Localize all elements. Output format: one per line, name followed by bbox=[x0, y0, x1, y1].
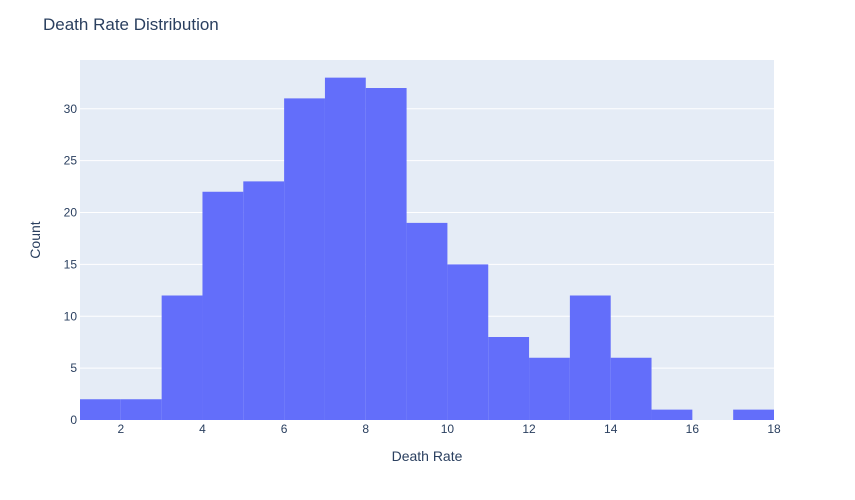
x-tick-label: 16 bbox=[686, 422, 700, 436]
histogram-bar bbox=[733, 409, 774, 420]
histogram-bar bbox=[202, 191, 244, 420]
histogram-bar bbox=[284, 98, 325, 420]
y-tick-label: 5 bbox=[70, 361, 77, 375]
x-tick-label: 4 bbox=[199, 422, 206, 436]
x-tick-label: 14 bbox=[604, 422, 618, 436]
x-tick-label: 18 bbox=[767, 422, 781, 436]
histogram-bar bbox=[651, 409, 693, 420]
y-tick-label: 20 bbox=[64, 206, 78, 220]
histogram-bar bbox=[569, 295, 611, 420]
x-tick-label: 6 bbox=[281, 422, 288, 436]
y-tick-label: 10 bbox=[64, 309, 78, 323]
chart-title: Death Rate Distribution bbox=[43, 15, 219, 34]
bars bbox=[80, 77, 774, 420]
histogram-bar bbox=[447, 264, 489, 420]
histogram-bar bbox=[365, 88, 407, 420]
histogram-bar bbox=[161, 295, 203, 420]
histogram-bar bbox=[406, 222, 448, 420]
y-tick-label: 30 bbox=[64, 102, 78, 116]
x-tick-label: 2 bbox=[117, 422, 124, 436]
y-axis-title: Count bbox=[27, 221, 43, 258]
histogram-bar bbox=[120, 399, 162, 420]
y-tick-label: 15 bbox=[64, 257, 78, 271]
x-tick-label: 10 bbox=[441, 422, 455, 436]
y-tick-label: 0 bbox=[70, 413, 77, 427]
histogram-bar bbox=[610, 357, 652, 420]
x-axis-title: Death Rate bbox=[392, 448, 463, 464]
histogram-bar bbox=[324, 77, 366, 420]
histogram-bar bbox=[243, 181, 285, 420]
histogram-bar bbox=[80, 399, 121, 420]
x-axis-ticks: 2 4 6 8 10 12 14 16 18 bbox=[117, 422, 781, 436]
y-tick-label: 25 bbox=[64, 154, 78, 168]
histogram-bar bbox=[529, 357, 570, 420]
x-tick-label: 8 bbox=[362, 422, 369, 436]
y-axis-ticks: 0 5 10 15 20 25 30 bbox=[64, 102, 78, 427]
histogram-bar bbox=[488, 337, 530, 420]
x-tick-label: 12 bbox=[522, 422, 536, 436]
